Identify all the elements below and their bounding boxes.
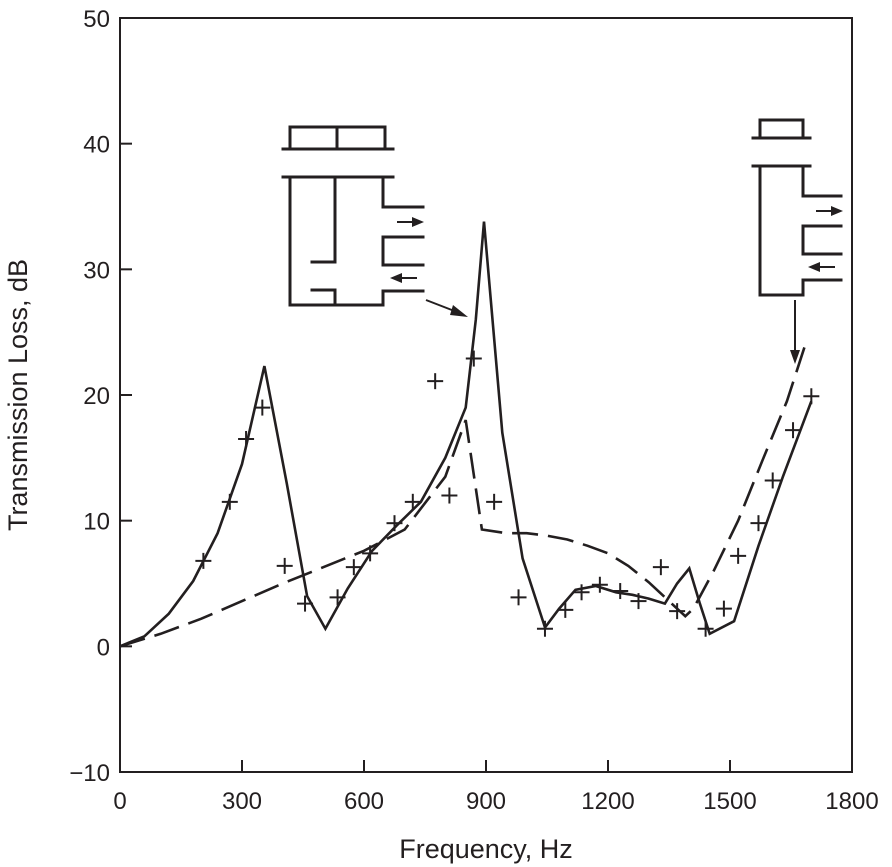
x-tick-label: 600 (344, 788, 384, 815)
data-point-marker (329, 589, 346, 606)
data-point-marker (510, 589, 527, 606)
data-point-marker (573, 584, 590, 601)
data-point-marker (750, 515, 767, 532)
muffler-schematic-right (751, 118, 843, 364)
data-point-marker (803, 388, 820, 405)
x-tick-label: 1500 (703, 788, 756, 815)
y-tick-label: 10 (83, 509, 110, 536)
data-point-marker (652, 559, 669, 576)
y-tick-label: 20 (83, 383, 110, 410)
data-point-marker (238, 430, 255, 447)
data-point-marker (404, 493, 421, 510)
solid-curve (119, 221, 813, 648)
y-tick-label: 40 (83, 132, 110, 159)
y-axis-title: Transmission Loss, dB (3, 259, 33, 531)
data-point-marker (697, 620, 714, 637)
y-tick-label: 0 (97, 634, 110, 661)
data-point-marker (612, 583, 629, 600)
data-point-marker (557, 601, 574, 618)
data-point-marker (427, 373, 444, 390)
x-tick-label: 0 (113, 788, 126, 815)
data-point-marker (715, 600, 732, 617)
data-point-marker (254, 399, 271, 416)
axis-ticks (119, 17, 853, 773)
data-point-marker (536, 620, 553, 637)
x-tick-label: 900 (466, 788, 506, 815)
data-point-marker (441, 487, 458, 504)
muffler-schematic-left (281, 125, 468, 317)
y-tick-label: −10 (69, 760, 110, 787)
data-point-marker (764, 472, 781, 489)
data-point-marker (591, 576, 608, 593)
data-point-marker (465, 350, 482, 367)
data-point-marker (195, 552, 212, 569)
data-point-marker (345, 559, 362, 576)
x-axis-title: Frequency, Hz (399, 834, 573, 864)
data-point-marker (630, 593, 647, 610)
y-tick-label: 30 (83, 257, 110, 284)
data-series (119, 221, 820, 648)
data-point-marker (362, 545, 379, 562)
x-tick-label: 1200 (581, 788, 634, 815)
dashed-curve (119, 338, 809, 648)
data-point-marker (486, 493, 503, 510)
data-point-marker (276, 557, 293, 574)
plot-frame (119, 17, 853, 773)
x-tick-label: 1800 (825, 788, 878, 815)
data-point-marker (785, 422, 802, 439)
data-point-marker (669, 603, 686, 620)
data-point-marker (297, 595, 314, 612)
data-point-marker (386, 515, 403, 532)
x-tick-label: 300 (222, 788, 262, 815)
y-tick-label: 50 (83, 6, 110, 33)
data-point-marker (221, 493, 238, 510)
data-point-marker (730, 547, 747, 564)
